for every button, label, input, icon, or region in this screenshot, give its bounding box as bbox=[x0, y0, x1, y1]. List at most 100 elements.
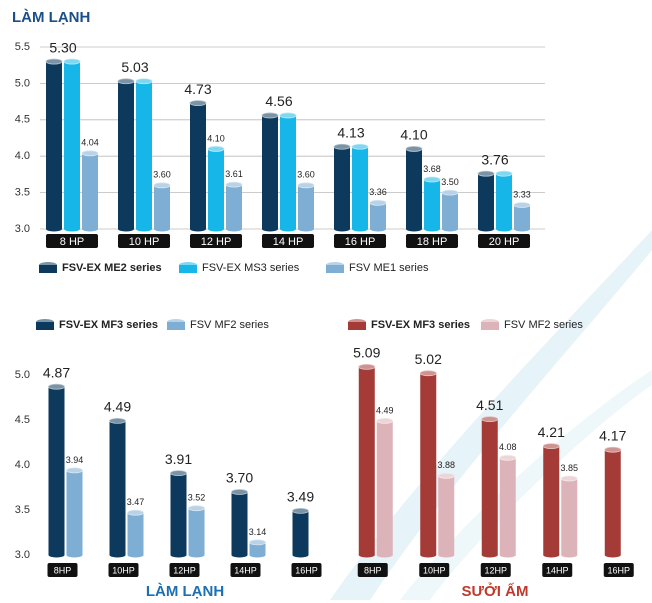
bar-cap bbox=[292, 507, 309, 514]
category-box bbox=[118, 234, 170, 248]
chart-title: LÀM LẠNH bbox=[12, 9, 90, 26]
bar-cap bbox=[495, 170, 513, 177]
bar-base bbox=[298, 226, 314, 232]
legend-label: FSV MF2 series bbox=[504, 319, 583, 331]
data-label: 4.08 bbox=[499, 442, 517, 452]
bar bbox=[514, 204, 530, 229]
category-box bbox=[262, 234, 314, 248]
bar bbox=[406, 148, 422, 229]
x-tick-label: 10 HP bbox=[129, 236, 160, 248]
data-label: 3.91 bbox=[165, 451, 192, 467]
bar bbox=[170, 473, 187, 555]
x-tick-label: 12 HP bbox=[201, 236, 232, 248]
bar-base bbox=[118, 226, 134, 232]
x-tick-label: 8HP bbox=[54, 565, 72, 575]
category-box bbox=[291, 563, 322, 577]
bar-cap bbox=[189, 100, 207, 106]
bar bbox=[481, 419, 498, 555]
data-label: 3.36 bbox=[369, 187, 387, 197]
data-label: 4.56 bbox=[265, 93, 292, 109]
category-box bbox=[47, 563, 78, 577]
bar bbox=[231, 492, 248, 555]
data-label: 3.85 bbox=[560, 463, 578, 473]
x-tick-label: 16HP bbox=[295, 565, 318, 575]
y-tick-label: 3.0 bbox=[15, 223, 30, 235]
category-box bbox=[478, 234, 530, 248]
bar-cap bbox=[560, 475, 578, 482]
bar bbox=[358, 366, 375, 555]
bar bbox=[478, 173, 494, 229]
bar bbox=[190, 103, 206, 229]
legend-label: FSV ME1 series bbox=[349, 262, 429, 274]
bar-base bbox=[136, 226, 152, 232]
bar-cap bbox=[297, 182, 315, 189]
data-label: 4.49 bbox=[376, 405, 394, 415]
bar bbox=[46, 61, 62, 230]
bar-base bbox=[406, 226, 422, 232]
legend-swatch bbox=[39, 265, 57, 273]
bar-base bbox=[334, 226, 350, 232]
bar-cap bbox=[542, 443, 560, 450]
bar bbox=[82, 153, 98, 229]
bar-base bbox=[262, 226, 278, 232]
x-tick-label: 10HP bbox=[112, 565, 135, 575]
bar bbox=[420, 373, 437, 555]
bar-base bbox=[352, 226, 368, 232]
x-tick-label: 16HP bbox=[607, 565, 630, 575]
x-tick-label: 14 HP bbox=[273, 236, 304, 248]
bar-base bbox=[188, 552, 205, 558]
bar-cap bbox=[499, 454, 517, 461]
bar-cap bbox=[225, 181, 243, 188]
y-tick-label: 3.0 bbox=[15, 549, 30, 561]
data-label: 5.30 bbox=[49, 39, 76, 55]
category-box bbox=[108, 563, 139, 577]
data-label: 5.03 bbox=[121, 59, 148, 75]
data-label: 4.21 bbox=[538, 424, 565, 440]
legend-swatch bbox=[481, 322, 499, 330]
bar bbox=[127, 512, 144, 555]
data-label: 3.94 bbox=[66, 455, 84, 465]
bar-cap bbox=[369, 199, 387, 206]
bar bbox=[543, 446, 560, 555]
category-box bbox=[419, 563, 450, 577]
bar bbox=[66, 470, 83, 555]
data-label: 3.47 bbox=[127, 497, 145, 507]
bar-cap bbox=[333, 143, 351, 150]
category-box bbox=[169, 563, 200, 577]
bar bbox=[64, 61, 80, 230]
bar-base bbox=[154, 226, 170, 232]
bar-base bbox=[46, 226, 62, 232]
bar-base bbox=[231, 552, 248, 558]
legend-swatch bbox=[326, 265, 344, 273]
data-label: 3.50 bbox=[441, 177, 459, 187]
legend-label: FSV-EX MS3 series bbox=[202, 262, 300, 274]
bar-cap bbox=[261, 112, 279, 119]
bar-base bbox=[499, 552, 516, 558]
bar-cap bbox=[117, 78, 135, 85]
legend-label: FSV-EX ME2 series bbox=[62, 262, 162, 274]
category-box bbox=[603, 563, 634, 577]
bar-base bbox=[190, 226, 206, 232]
bar-base bbox=[280, 226, 296, 232]
swirl-decoration bbox=[400, 370, 652, 600]
legend-swatch bbox=[36, 322, 54, 330]
bar-cap bbox=[153, 182, 171, 189]
data-label: 4.10 bbox=[400, 127, 427, 143]
bar bbox=[208, 148, 224, 229]
category-box bbox=[357, 563, 388, 577]
bar-cap bbox=[441, 189, 459, 196]
bar-cap bbox=[249, 539, 266, 546]
bar-base bbox=[370, 226, 386, 232]
bar-cap bbox=[419, 370, 437, 377]
bar-base bbox=[543, 552, 560, 558]
data-label: 4.17 bbox=[599, 427, 626, 443]
bar-base bbox=[561, 552, 578, 558]
x-tick-label: 20 HP bbox=[489, 236, 520, 248]
bar-cap bbox=[188, 505, 205, 512]
swirl-decoration bbox=[330, 230, 652, 600]
data-label: 4.04 bbox=[81, 138, 99, 148]
bar-cap bbox=[423, 176, 441, 183]
y-tick-label: 3.5 bbox=[15, 504, 30, 516]
y-tick-label: 4.5 bbox=[15, 414, 30, 426]
